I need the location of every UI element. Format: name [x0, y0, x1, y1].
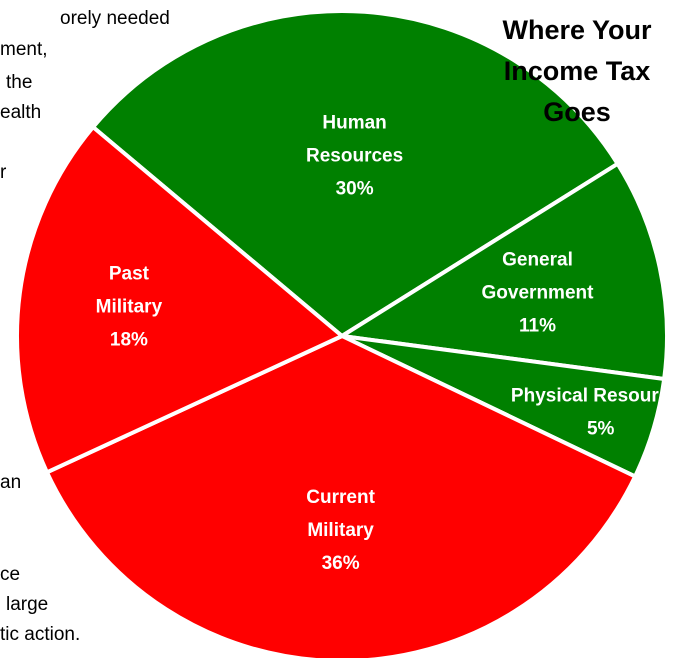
- slice-category-label: Military: [96, 297, 163, 318]
- chart-title-line: Goes: [543, 97, 611, 127]
- background-text-line: ealth: [0, 102, 42, 123]
- slice-value-label: 18%: [110, 330, 148, 351]
- pie-slice: [91, 8, 620, 338]
- chart-title: Where Your Income Tax Goes: [477, 10, 677, 133]
- pie-slice: [340, 161, 669, 381]
- slice-category-label: General: [502, 250, 573, 271]
- slice-value-label: 30%: [336, 178, 374, 199]
- slice-category-label: Physical Resources: [511, 386, 683, 407]
- slice-category-label: Resources: [306, 145, 403, 166]
- background-text-line: large: [6, 594, 49, 615]
- slice-category-label: Past: [109, 264, 150, 285]
- slice-category-label: Human: [322, 112, 386, 133]
- slice-label: Human Resources 30%: [306, 112, 403, 199]
- slice-value-label: 11%: [519, 316, 556, 337]
- slice-category-label: Government: [482, 283, 595, 304]
- chart-title-line: Where Your: [502, 15, 652, 45]
- slice-value-label: 36%: [322, 553, 360, 574]
- pie-slice: [44, 334, 638, 658]
- slice-category-label: Current: [306, 487, 375, 508]
- background-text-line: ce: [0, 564, 21, 585]
- slice-label: Physical Resources 5%: [511, 386, 683, 440]
- background-text-line: r: [0, 162, 7, 183]
- background-text-line: tic action.: [0, 624, 81, 645]
- slice-category-label: Military: [307, 520, 374, 541]
- background-text-line: an: [0, 472, 22, 493]
- slice-label: General Government 11%: [482, 250, 595, 337]
- background-text-line: the: [6, 72, 33, 93]
- slice-label: Current Military 36%: [306, 487, 375, 574]
- chart-title-line: Income Tax: [503, 56, 651, 86]
- background-text-line: ment,: [0, 39, 48, 60]
- pie-slice: [15, 125, 344, 475]
- slice-value-label: 5%: [587, 419, 615, 440]
- slice-label: Past Military 18%: [96, 264, 163, 351]
- background-text-line: orely needed: [60, 8, 170, 29]
